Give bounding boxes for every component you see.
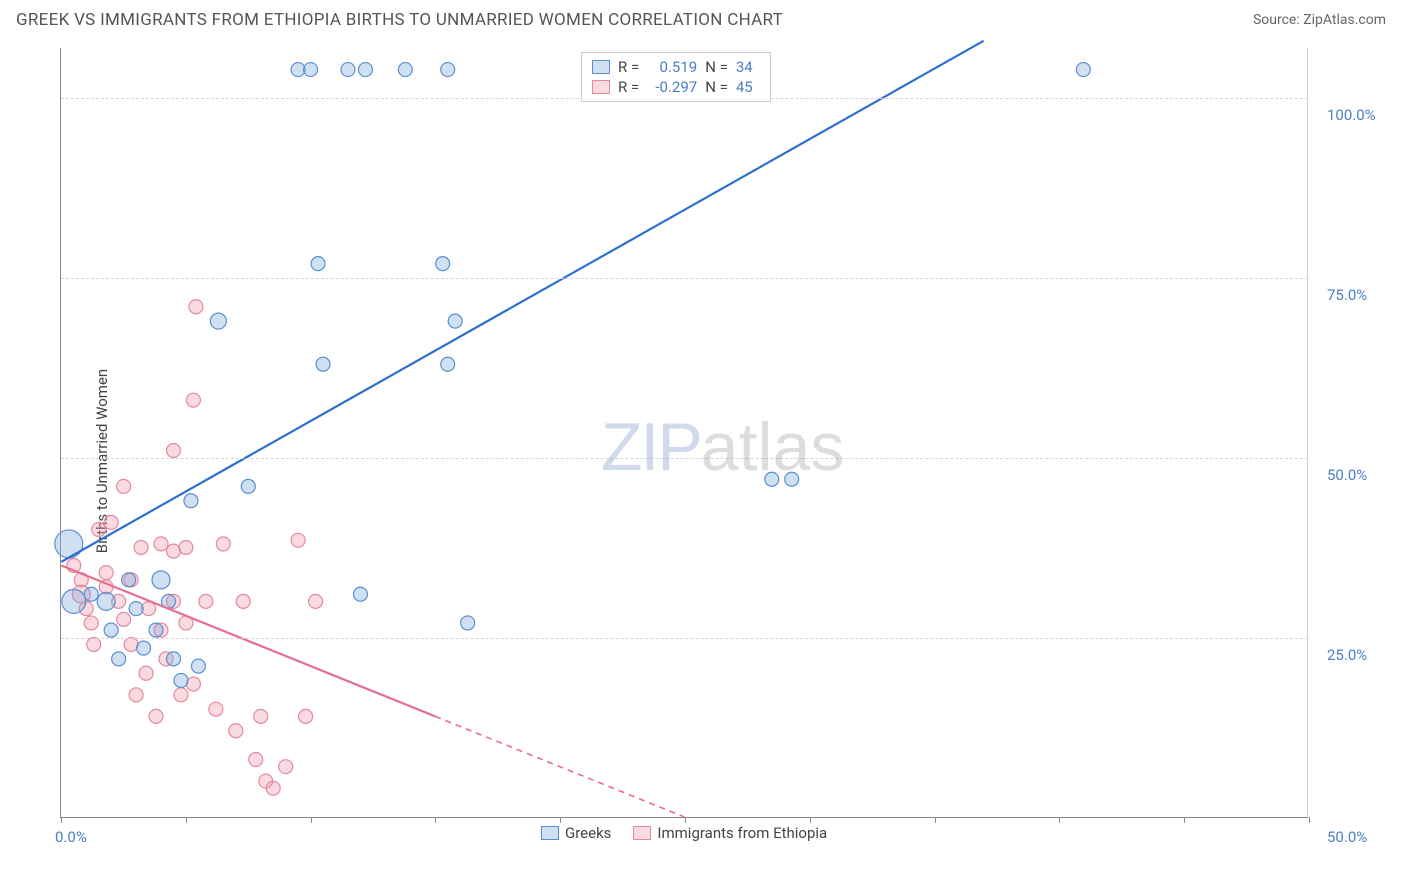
data-point xyxy=(216,537,230,551)
data-point xyxy=(249,753,263,767)
legend-swatch xyxy=(592,80,610,94)
legend-label: Immigrants from Ethiopia xyxy=(657,824,827,842)
data-point xyxy=(122,573,136,587)
legend-label: Greeks xyxy=(565,824,611,842)
data-point xyxy=(358,63,372,77)
data-point xyxy=(199,594,213,608)
series-legend: Greeks Immigrants from Ethiopia xyxy=(541,824,827,842)
data-point xyxy=(92,523,106,537)
plot-svg xyxy=(61,48,1308,817)
data-point xyxy=(149,623,163,637)
legend-item: Greeks xyxy=(541,824,611,842)
data-point xyxy=(117,479,131,493)
data-point xyxy=(441,357,455,371)
legend-r-value: -0.297 xyxy=(647,78,697,96)
data-point xyxy=(99,566,113,580)
data-point xyxy=(448,314,462,328)
data-point xyxy=(353,587,367,601)
data-point xyxy=(279,760,293,774)
data-point xyxy=(149,709,163,723)
data-point xyxy=(174,673,188,687)
data-point xyxy=(134,540,148,554)
legend-n-value: 34 xyxy=(736,58,760,76)
data-point xyxy=(124,638,138,652)
data-point xyxy=(1076,63,1090,77)
legend-swatch xyxy=(633,826,651,840)
y-tick-label: 75.0% xyxy=(1327,286,1367,304)
data-point xyxy=(341,63,355,77)
data-point xyxy=(129,688,143,702)
data-point xyxy=(55,530,83,558)
x-tick-label: 50.0% xyxy=(1327,828,1367,846)
data-point xyxy=(84,616,98,630)
data-point xyxy=(291,533,305,547)
data-point xyxy=(104,623,118,637)
plot-area: ZIPatlas R =0.519 N =34R =-0.297 N =45 G… xyxy=(60,48,1308,818)
data-point xyxy=(179,540,193,554)
data-point xyxy=(87,638,101,652)
data-point xyxy=(266,781,280,795)
x-tick-label: 0.0% xyxy=(55,828,87,846)
data-point xyxy=(189,300,203,314)
legend-swatch xyxy=(541,826,559,840)
data-point xyxy=(254,709,268,723)
data-point xyxy=(129,602,143,616)
data-point xyxy=(210,313,226,329)
data-point xyxy=(209,702,223,716)
trend-line xyxy=(61,565,435,716)
data-point xyxy=(461,616,475,630)
data-point xyxy=(62,589,86,613)
data-point xyxy=(765,472,779,486)
data-point xyxy=(398,63,412,77)
data-point xyxy=(191,659,205,673)
chart-title: GREEK VS IMMIGRANTS FROM ETHIOPIA BIRTHS… xyxy=(16,10,783,30)
data-point xyxy=(229,724,243,738)
legend-n-value: 45 xyxy=(736,78,760,96)
data-point xyxy=(104,515,118,529)
data-point xyxy=(441,63,455,77)
legend-swatch xyxy=(592,60,610,74)
data-point xyxy=(186,677,200,691)
correlation-legend: R =0.519 N =34R =-0.297 N =45 xyxy=(581,52,771,102)
y-tick-label: 100.0% xyxy=(1327,106,1376,124)
data-point xyxy=(117,612,131,626)
data-point xyxy=(785,472,799,486)
data-point xyxy=(236,594,250,608)
data-point xyxy=(316,357,330,371)
data-point xyxy=(309,594,323,608)
data-point xyxy=(152,571,170,589)
legend-r-value: 0.519 xyxy=(647,58,697,76)
data-point xyxy=(241,479,255,493)
data-point xyxy=(299,709,313,723)
legend-item: Immigrants from Ethiopia xyxy=(633,824,827,842)
data-point xyxy=(154,537,168,551)
data-point xyxy=(97,592,115,610)
data-point xyxy=(186,393,200,407)
y-tick-label: 50.0% xyxy=(1327,466,1367,484)
data-point xyxy=(137,641,151,655)
data-point xyxy=(304,63,318,77)
data-point xyxy=(174,688,188,702)
legend-row: R =0.519 N =34 xyxy=(592,57,760,77)
trend-line-dashed xyxy=(435,716,684,817)
data-point xyxy=(139,666,153,680)
legend-row: R =-0.297 N =45 xyxy=(592,77,760,97)
data-point xyxy=(184,494,198,508)
data-point xyxy=(311,257,325,271)
data-point xyxy=(166,443,180,457)
y-tick-label: 25.0% xyxy=(1327,646,1367,664)
source-label: Source: ZipAtlas.com xyxy=(1253,12,1386,28)
data-point xyxy=(112,652,126,666)
data-point xyxy=(166,544,180,558)
data-point xyxy=(436,257,450,271)
data-point xyxy=(166,652,180,666)
chart-container: Births to Unmarried Women ZIPatlas R =0.… xyxy=(16,40,1390,882)
data-point xyxy=(84,587,98,601)
